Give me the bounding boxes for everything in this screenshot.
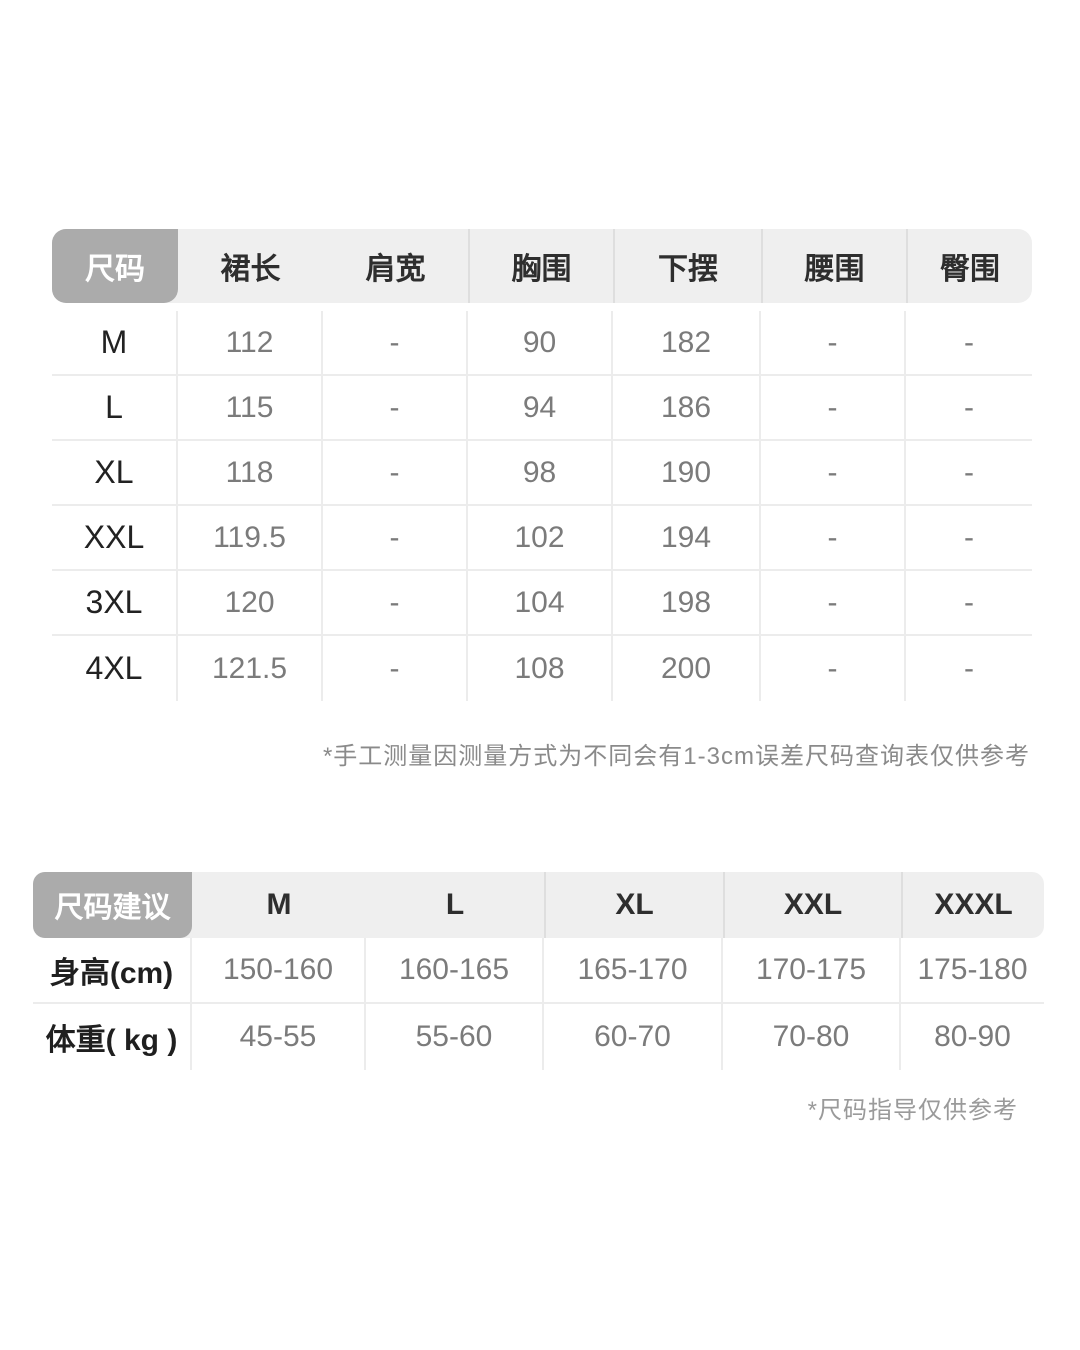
weight-value-cell: 55-60 (366, 1004, 544, 1070)
measurement-table-header: 尺码 裙长 肩宽 胸围 下摆 腰围 臀围 (52, 229, 1032, 303)
value-cell: 119.5 (178, 506, 323, 571)
size-cell: L (52, 376, 178, 441)
value-cell: - (323, 441, 468, 506)
value-cell: 94 (468, 376, 613, 441)
size-cell: 4XL (52, 636, 178, 701)
measurement-header-hip: 臀围 (906, 229, 1032, 303)
value-cell: 108 (468, 636, 613, 701)
value-cell: 120 (178, 571, 323, 636)
value-cell: - (323, 376, 468, 441)
value-cell: - (761, 636, 906, 701)
value-cell: 198 (613, 571, 761, 636)
weight-value-cell: 60-70 (544, 1004, 723, 1070)
size-cell: XXL (52, 506, 178, 571)
size-cell: M (52, 311, 178, 376)
measurement-note: *手工测量因测量方式为不同会有1-3cm误差尺码查询表仅供参考 (322, 743, 1030, 770)
height-value-cell: 175-180 (901, 938, 1044, 1004)
value-cell: - (323, 636, 468, 701)
recommendation-header-label: 尺码建议 (33, 872, 192, 938)
value-cell: 102 (468, 506, 613, 571)
recommendation-table-header: 尺码建议 M L XL XXL XXXL (33, 872, 1044, 938)
size-cell: 3XL (52, 571, 178, 636)
value-cell: 186 (613, 376, 761, 441)
value-cell: 112 (178, 311, 323, 376)
weight-value-cell: 45-55 (192, 1004, 366, 1070)
height-value-cell: 165-170 (544, 938, 723, 1004)
recommendation-header-xxxl: XXXL (901, 872, 1044, 938)
value-cell: - (906, 441, 1032, 506)
recommendation-header-m: M (266, 888, 292, 921)
weight-value-cell: 70-80 (723, 1004, 901, 1070)
value-cell: 90 (468, 311, 613, 376)
measurement-header-size: 尺码 (52, 229, 178, 303)
measurement-table-body: M 112 - 90 182 - - L 115 - 94 186 - - XL… (52, 311, 1032, 701)
value-cell: 118 (178, 441, 323, 506)
value-cell: - (761, 441, 906, 506)
height-value-cell: 160-165 (366, 938, 544, 1004)
value-cell: 115 (178, 376, 323, 441)
measurement-header-bust: 胸围 (468, 229, 613, 303)
value-cell: - (323, 571, 468, 636)
measurement-header-waist: 腰围 (761, 229, 906, 303)
height-value-cell: 170-175 (723, 938, 901, 1004)
recommendation-table-body: 身高(cm) 150-160 160-165 165-170 170-175 1… (33, 938, 1044, 1070)
value-cell: 98 (468, 441, 613, 506)
value-cell: 200 (613, 636, 761, 701)
value-cell: - (761, 506, 906, 571)
recommendation-header-xl: XL (544, 872, 723, 938)
value-cell: - (906, 376, 1032, 441)
weight-row-label: 体重( kg ) (33, 1004, 192, 1070)
recommendation-header-l: L (445, 888, 465, 921)
value-cell: - (761, 376, 906, 441)
value-cell: - (906, 311, 1032, 376)
value-cell: - (906, 506, 1032, 571)
recommendation-note: *尺码指导仅供参考 (807, 1097, 1018, 1124)
value-cell: 104 (468, 571, 613, 636)
value-cell: 182 (613, 311, 761, 376)
value-cell: 121.5 (178, 636, 323, 701)
value-cell: 190 (613, 441, 761, 506)
size-cell: XL (52, 441, 178, 506)
recommendation-header-xxl: XXL (723, 872, 901, 938)
value-cell: - (323, 311, 468, 376)
value-cell: - (906, 571, 1032, 636)
value-cell: - (761, 311, 906, 376)
measurement-header-hem: 下摆 (613, 229, 761, 303)
value-cell: - (964, 651, 974, 685)
measurement-header-shoulder: 肩宽 (365, 253, 426, 286)
height-row-label: 身高(cm) (33, 938, 192, 1004)
value-cell: 194 (613, 506, 761, 571)
value-cell: - (761, 571, 906, 636)
value-cell: - (323, 506, 468, 571)
weight-value-cell: 80-90 (934, 1020, 1011, 1053)
measurement-header-skirt-length: 裙长 (220, 253, 281, 286)
height-value-cell: 150-160 (192, 938, 366, 1004)
